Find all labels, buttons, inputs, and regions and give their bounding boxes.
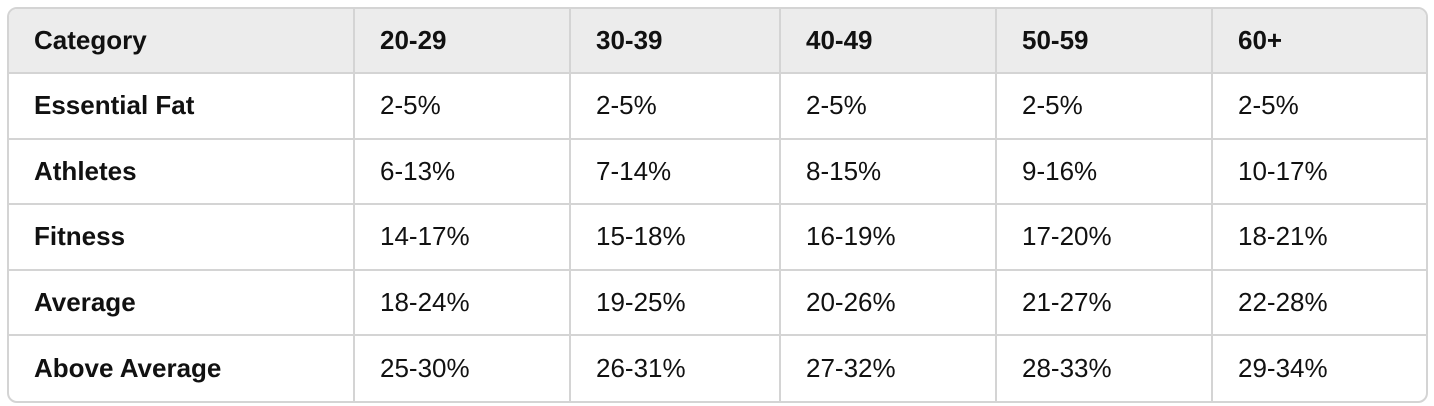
table-row: Fitness 14-17% 15-18% 16-19% 17-20% 18-21% <box>9 204 1426 271</box>
table-cell: 18-21% <box>1212 204 1426 271</box>
table-cell: 2-5% <box>570 73 781 140</box>
header-cell: 60+ <box>1212 9 1426 74</box>
table-cell: 2-5% <box>354 73 571 140</box>
row-label: Athletes <box>9 138 355 206</box>
table-cell: 22-28% <box>1212 269 1426 337</box>
table-cell: 25-30% <box>354 335 571 401</box>
table-container: Category 20-29 30-39 40-49 50-59 60+ Essentia… <box>7 7 1428 403</box>
table-cell: 21-27% <box>996 269 1213 337</box>
table-body: Essential Fat 2-5% 2-5% 2-5% 2-5% 2-5% Athlete… <box>9 73 1426 401</box>
table-row: Essential Fat 2-5% 2-5% 2-5% 2-5% 2-5% <box>9 73 1426 140</box>
row-label: Essential Fat <box>9 73 355 140</box>
row-label: Fitness <box>9 204 355 271</box>
table-cell: 29-34% <box>1238 353 1328 384</box>
header-cell: 20-29 <box>354 9 571 74</box>
table-cell: 14-17% <box>354 204 571 271</box>
table-cell: 18-24% <box>354 269 571 337</box>
table-cell: 6-13% <box>354 138 571 206</box>
table-cell: 7-14% <box>570 138 781 206</box>
table-cell: 2-5% <box>996 73 1213 140</box>
data-table: Category 20-29 30-39 40-49 50-59 60+ Essentia… <box>9 9 1426 401</box>
table-cell: 10-17% <box>1212 138 1426 206</box>
header-cell: Category <box>9 9 355 74</box>
table-cell: 2-5% <box>780 73 997 140</box>
table-cell: 17-20% <box>996 204 1213 271</box>
header-row: Category 20-29 30-39 40-49 50-59 60+ <box>9 9 1426 74</box>
table-cell: 16-19% <box>780 204 997 271</box>
table-row: Athletes 6-13% 7-14% 8-15% 9-16% 10-17% <box>9 138 1426 206</box>
table-cell: 8-15% <box>780 138 997 206</box>
table-cell: 19-25% <box>570 269 781 337</box>
table-cell: 27-32% <box>780 335 997 401</box>
table-cell: 15-18% <box>570 204 781 271</box>
header-cell: 30-39 <box>570 9 781 74</box>
table-row: Above Average 25-30% 26-31% 27-32% 28-33% 29-… <box>9 335 1426 401</box>
table-cell: 9-16% <box>996 138 1213 206</box>
row-label: Average <box>9 269 355 337</box>
table-cell: 2-5% <box>1212 73 1426 140</box>
table-cell: 28-33% <box>996 335 1213 401</box>
header-cell: 50-59 <box>996 9 1213 74</box>
header-cell: 40-49 <box>780 9 997 74</box>
table-cell: 26-31% <box>570 335 781 401</box>
table-cell: 20-26% <box>780 269 997 337</box>
row-label: Above Average <box>9 335 355 401</box>
table-row: Average 18-24% 19-25% 20-26% 21-27% 22-28% <box>9 269 1426 337</box>
